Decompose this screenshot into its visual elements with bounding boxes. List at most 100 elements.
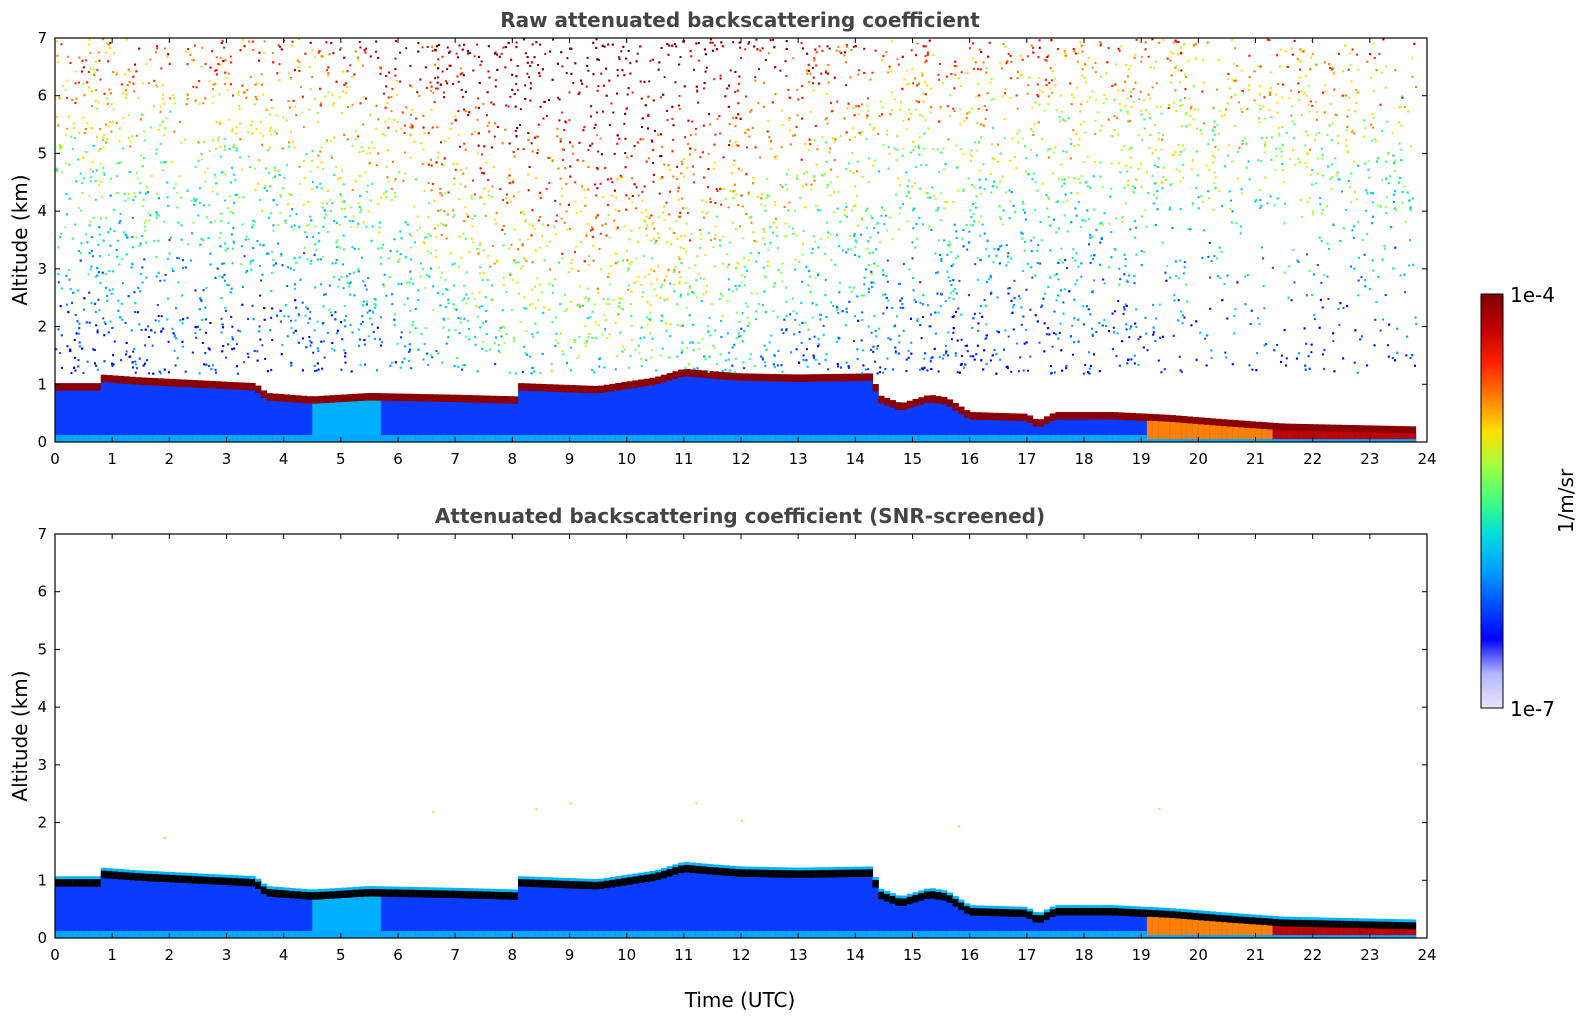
- layer-top-cell: [1009, 413, 1016, 421]
- noise-point: [921, 223, 924, 226]
- noise-point: [488, 121, 491, 124]
- noise-point: [686, 211, 689, 214]
- surface-cell: [655, 435, 662, 442]
- bl-cell: [169, 385, 176, 442]
- noise-point: [959, 123, 962, 126]
- noise-point: [974, 141, 977, 144]
- noise-point: [612, 298, 615, 301]
- noise-point: [865, 116, 868, 119]
- noise-point: [971, 224, 974, 227]
- noise-point: [763, 290, 766, 293]
- noise-point: [1411, 197, 1414, 200]
- noise-point: [523, 213, 526, 216]
- noise-point: [1058, 227, 1061, 230]
- noise-point: [452, 303, 455, 306]
- noise-point: [732, 290, 735, 293]
- layer-top-cell: [289, 394, 296, 403]
- surface-cell: [312, 435, 319, 442]
- noise-point: [447, 336, 450, 339]
- noise-point: [1010, 370, 1013, 373]
- noise-point: [873, 360, 876, 363]
- noise-point: [774, 204, 777, 207]
- bl-cell: [346, 401, 353, 442]
- noise-point: [1058, 331, 1061, 334]
- bl-cell: [798, 381, 805, 442]
- noise-point: [335, 240, 338, 243]
- noise-point: [116, 71, 119, 74]
- noise-point: [1181, 103, 1184, 106]
- noise-point: [365, 190, 368, 193]
- noise-point: [1360, 335, 1363, 338]
- noise-point: [597, 85, 600, 88]
- layer-top-cell: [140, 377, 148, 386]
- noise-point: [375, 50, 378, 53]
- noise-point: [852, 45, 855, 48]
- noise-point: [1318, 197, 1321, 200]
- noise-point: [756, 292, 759, 295]
- noise-point: [938, 170, 941, 173]
- noise-point: [65, 133, 68, 136]
- noise-point: [263, 40, 266, 43]
- bl-cell: [386, 400, 393, 442]
- noise-point: [969, 209, 972, 212]
- noise-point: [1178, 355, 1181, 358]
- layer-top-cell: [1158, 414, 1165, 422]
- noise-point: [558, 119, 561, 122]
- bl-cell: [478, 402, 485, 442]
- noise-point: [754, 76, 757, 79]
- noise-point: [428, 202, 431, 205]
- noise-point: [801, 280, 804, 283]
- noise-point: [352, 215, 355, 218]
- noise-point: [861, 319, 864, 322]
- noise-point: [1080, 174, 1083, 177]
- noise-point: [1161, 187, 1164, 190]
- noise-point: [1060, 185, 1063, 188]
- noise-point: [88, 195, 91, 198]
- noise-point: [543, 259, 546, 262]
- noise-point: [1219, 277, 1222, 280]
- surface-cell: [157, 435, 165, 442]
- layer-top-cell: [1021, 413, 1028, 422]
- noise-point: [1043, 58, 1046, 61]
- bl-cell: [420, 400, 428, 442]
- noise-point: [432, 91, 435, 94]
- bl-cell: [232, 389, 239, 442]
- noise-point: [1159, 105, 1162, 108]
- noise-point: [398, 171, 401, 174]
- noise-point: [493, 262, 496, 265]
- layer-top-cell: [1335, 424, 1342, 433]
- noise-point: [194, 166, 197, 169]
- noise-point: [614, 208, 617, 211]
- noise-point: [658, 192, 661, 195]
- noise-point: [643, 219, 646, 222]
- noise-point: [531, 43, 534, 46]
- noise-point: [1116, 332, 1119, 335]
- noise-point: [653, 227, 656, 230]
- surface-cell: [672, 435, 679, 442]
- noise-point: [1319, 203, 1322, 206]
- noise-point: [228, 195, 231, 198]
- noise-point: [286, 285, 289, 288]
- noise-point: [1123, 186, 1126, 189]
- layer-top-cell: [923, 395, 931, 404]
- bl-cell: [466, 401, 473, 442]
- noise-point: [768, 195, 771, 198]
- noise-point: [559, 140, 562, 143]
- noise-point: [1074, 52, 1077, 55]
- noise-point: [565, 71, 568, 74]
- noise-point: [394, 57, 397, 60]
- noise-point: [362, 300, 365, 303]
- surface-cell: [626, 435, 633, 442]
- noise-point: [539, 196, 542, 199]
- noise-point: [1112, 326, 1115, 329]
- noise-point: [1409, 356, 1412, 359]
- noise-point: [1332, 340, 1335, 343]
- noise-point: [1278, 134, 1281, 137]
- hot-cell: [1169, 422, 1177, 440]
- noise-point: [410, 235, 413, 238]
- noise-point: [1260, 246, 1263, 249]
- noise-point: [1178, 154, 1181, 157]
- noise-point: [419, 226, 422, 229]
- noise-point: [926, 304, 929, 307]
- surface-cell: [712, 435, 719, 442]
